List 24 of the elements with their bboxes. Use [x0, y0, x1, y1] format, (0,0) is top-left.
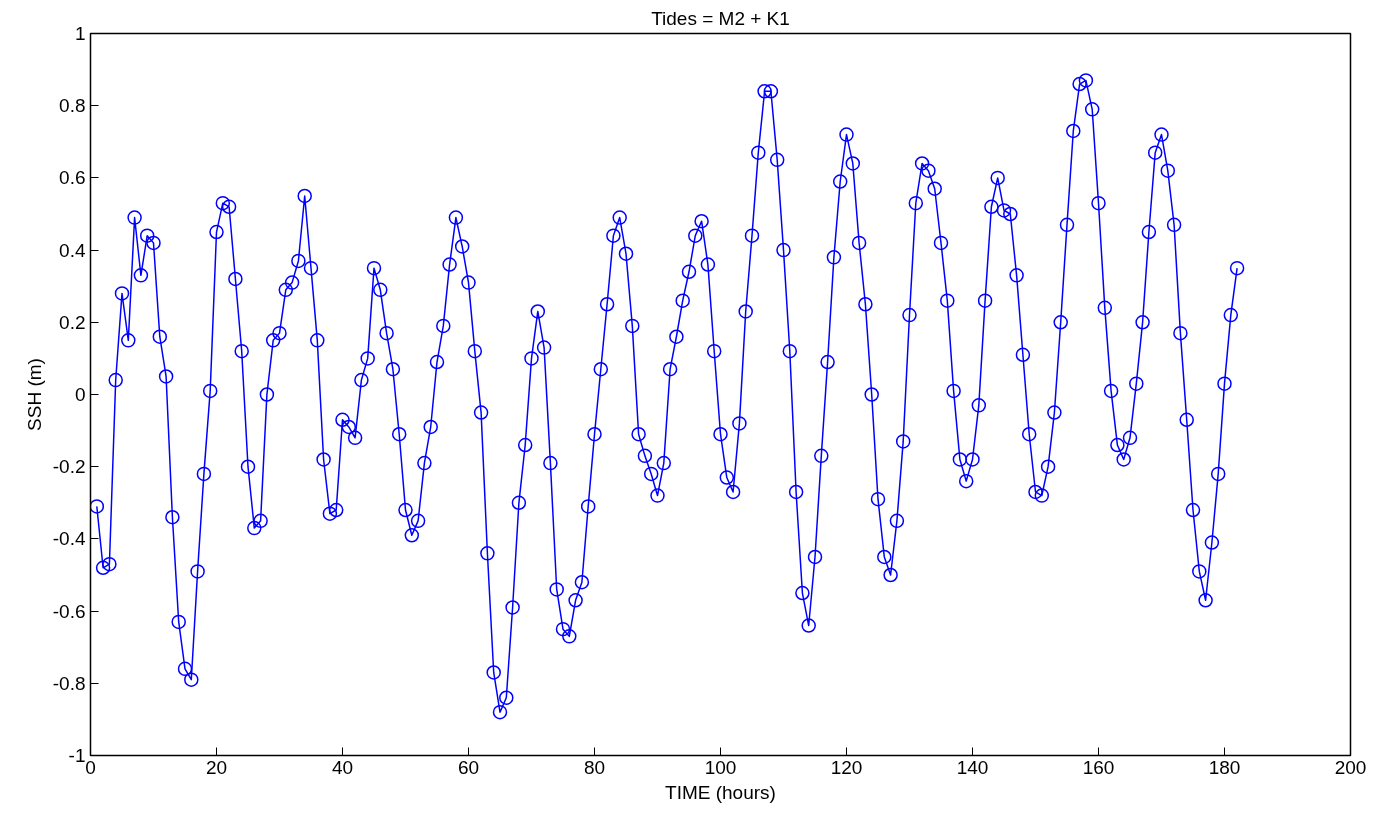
- x-tick-label: 20: [205, 756, 228, 778]
- y-tick-label: 1: [74, 23, 86, 44]
- x-axis-title: TIME (hours): [665, 781, 776, 803]
- x-tick-label: 200: [1334, 756, 1367, 778]
- x-tick-label: 80: [583, 756, 606, 778]
- x-tick-label: 180: [1208, 756, 1241, 778]
- y-tick-label: 0.8: [59, 95, 86, 117]
- chart-title: Tides = M2 + K1: [651, 7, 790, 29]
- x-tick-label: 160: [1082, 756, 1115, 778]
- y-tick-label: 0: [74, 384, 86, 405]
- y-axis-title: SSH (m): [23, 358, 45, 431]
- y-tick-label: 0.2: [59, 311, 86, 333]
- y-tick-label: 0.6: [59, 167, 86, 189]
- y-tick-label: -1: [68, 745, 86, 766]
- x-tick-label: 140: [956, 756, 989, 778]
- y-tick-label: -0.4: [52, 528, 86, 550]
- y-tick-label: -0.6: [52, 600, 86, 622]
- x-tick-label: 60: [457, 756, 480, 778]
- y-tick-label: 0.4: [59, 239, 86, 261]
- x-tick-label: 100: [704, 756, 737, 778]
- y-tick-label: -0.8: [52, 672, 86, 694]
- y-tick-label: -0.2: [52, 456, 86, 478]
- x-tick-label: 40: [331, 756, 354, 778]
- x-tick-label: 120: [830, 756, 863, 778]
